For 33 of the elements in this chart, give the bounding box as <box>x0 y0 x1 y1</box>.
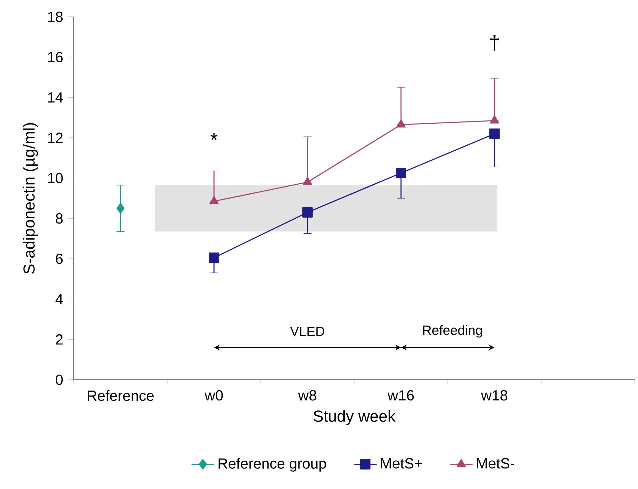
point <box>396 120 406 128</box>
y-tick-label: 12 <box>48 132 63 144</box>
y-tick-label: 18 <box>48 12 63 22</box>
x-tick-label: Reference <box>88 390 154 402</box>
y-tick-label: 4 <box>56 294 64 304</box>
x-tick-label: w8 <box>298 390 316 401</box>
annotation: * <box>210 133 218 140</box>
x-tick-label: w0 <box>204 390 224 401</box>
y-tick-label: 8 <box>56 213 63 224</box>
point <box>116 203 125 214</box>
y-tick-label: 16 <box>48 52 63 63</box>
y-axis-title: S-adiponectin (µg/ml) <box>23 123 38 274</box>
x-tick-label: w16 <box>388 390 414 401</box>
point <box>209 252 220 264</box>
legend-label: MetS- <box>477 458 515 469</box>
legend-label: Reference group <box>218 458 326 472</box>
legend-label: MetS+ <box>381 458 422 469</box>
annotation: VLED <box>290 327 325 336</box>
annotation: Refeeding <box>423 325 482 338</box>
y-tick-label: 2 <box>56 334 63 345</box>
y-tick-label: 10 <box>48 173 64 184</box>
x-tick-label: w18 <box>481 390 508 401</box>
point <box>302 207 313 218</box>
point <box>490 128 500 140</box>
y-tick-label: 6 <box>56 254 63 264</box>
point <box>396 168 406 178</box>
point <box>303 177 312 186</box>
point <box>210 196 219 204</box>
x-axis-title: Study week <box>314 410 396 426</box>
point <box>490 116 500 124</box>
annotation: † <box>490 35 499 52</box>
y-tick-label: 14 <box>48 92 64 103</box>
y-tick-label: 0 <box>56 374 64 386</box>
